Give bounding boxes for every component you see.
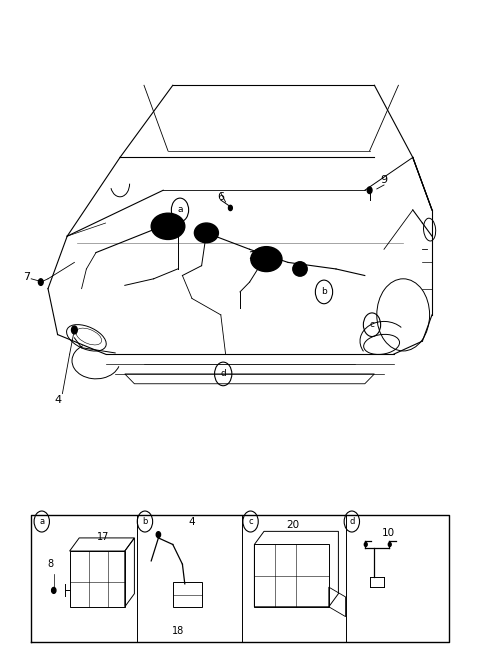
Text: c: c (248, 517, 253, 526)
Text: a: a (39, 517, 44, 526)
Ellipse shape (38, 279, 43, 285)
Text: 7: 7 (23, 272, 30, 282)
Text: 20: 20 (286, 520, 300, 530)
Ellipse shape (293, 262, 307, 276)
Text: 18: 18 (171, 626, 184, 636)
Text: 10: 10 (382, 527, 396, 538)
Text: 17: 17 (97, 531, 109, 542)
Text: a: a (177, 205, 183, 215)
Ellipse shape (388, 543, 391, 546)
Ellipse shape (367, 187, 372, 194)
Text: 4: 4 (189, 516, 195, 527)
Text: 8: 8 (48, 559, 53, 569)
Ellipse shape (72, 326, 77, 334)
Ellipse shape (194, 223, 218, 243)
Text: b: b (321, 287, 327, 297)
Text: d: d (220, 369, 226, 379)
Text: c: c (370, 320, 374, 329)
Ellipse shape (51, 588, 56, 593)
Text: b: b (142, 517, 148, 526)
Ellipse shape (251, 247, 282, 272)
Ellipse shape (151, 213, 185, 239)
Ellipse shape (228, 205, 232, 211)
Text: 6: 6 (217, 192, 224, 202)
Ellipse shape (156, 531, 160, 538)
Text: 9: 9 (381, 175, 387, 186)
Text: 2: 2 (249, 251, 255, 261)
Ellipse shape (364, 543, 367, 546)
Text: d: d (349, 517, 355, 526)
Text: 4: 4 (54, 395, 61, 405)
